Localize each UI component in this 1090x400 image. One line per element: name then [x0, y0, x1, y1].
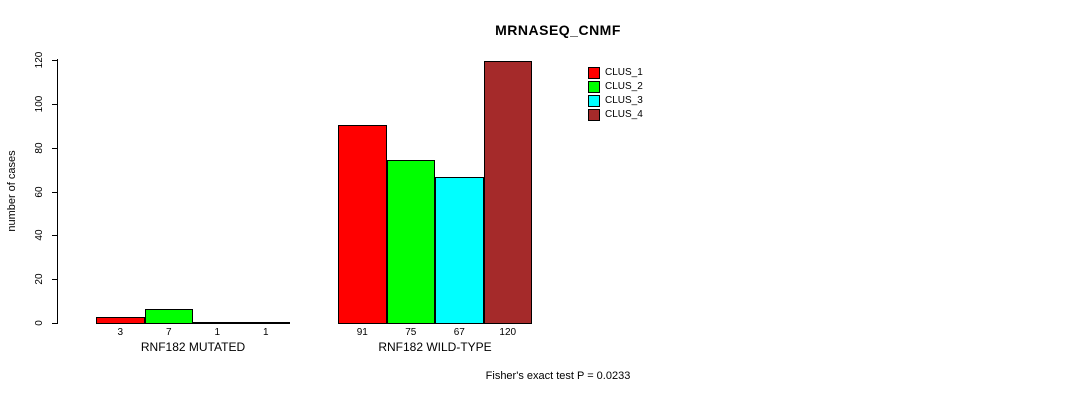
bar-clus_2-1: [144, 308, 193, 324]
bar-value-label: 120: [499, 327, 517, 338]
y-tick-mark: [52, 103, 57, 105]
y-axis-label: number of cases: [6, 150, 18, 232]
y-tick-mark: [52, 279, 57, 281]
legend-label: CLUS_1: [605, 67, 643, 78]
bar-clus_4-1: [241, 321, 290, 324]
y-tick-label: 0: [34, 320, 45, 326]
group-label: RNF182 WILD-TYPE: [378, 340, 492, 354]
y-tick-label: 60: [34, 185, 45, 198]
bar-value-label: 91: [356, 327, 368, 338]
y-tick-label: 40: [34, 229, 45, 241]
bar-value-label: 3: [117, 327, 124, 338]
legend-swatch-icon: [588, 109, 600, 121]
bar-clus_3-1: [193, 321, 242, 324]
y-tick-mark: [52, 191, 57, 193]
annotation-text: Fisher's exact test P = 0.0233: [485, 370, 631, 382]
legend-swatch-icon: [588, 95, 600, 107]
y-tick-mark: [52, 60, 57, 61]
y-tick-label: 100: [34, 95, 45, 113]
y-tick-label: 20: [34, 273, 45, 285]
chart-title: MRNASEQ_CNMF: [495, 22, 621, 38]
legend-label: CLUS_2: [605, 81, 643, 92]
y-tick-label: 80: [34, 142, 45, 154]
bar-clus_2-2: [386, 159, 435, 324]
legend-label: CLUS_3: [605, 95, 643, 106]
bar-clus_4-2: [483, 61, 532, 324]
legend-swatch-icon: [588, 67, 600, 79]
bar-clus_3-2: [435, 177, 484, 324]
bar-value-label: 1: [262, 327, 269, 338]
bar-value-label: 75: [405, 327, 417, 338]
bar-value-label: 7: [165, 327, 172, 338]
bar-clus_1-2: [338, 124, 387, 324]
y-tick-mark: [52, 147, 57, 149]
legend-label: CLUS_4: [605, 109, 643, 120]
y-tick-mark: [52, 323, 57, 324]
y-axis-line: [57, 59, 58, 324]
bar-value-label: 1: [214, 327, 221, 338]
group-label: RNF182 MUTATED: [140, 340, 246, 354]
legend-swatch-icon: [588, 81, 600, 93]
y-tick-mark: [52, 235, 57, 237]
bar-value-label: 67: [453, 327, 465, 338]
y-tick-label: 120: [34, 51, 45, 69]
bar-clus_1-1: [96, 317, 145, 324]
